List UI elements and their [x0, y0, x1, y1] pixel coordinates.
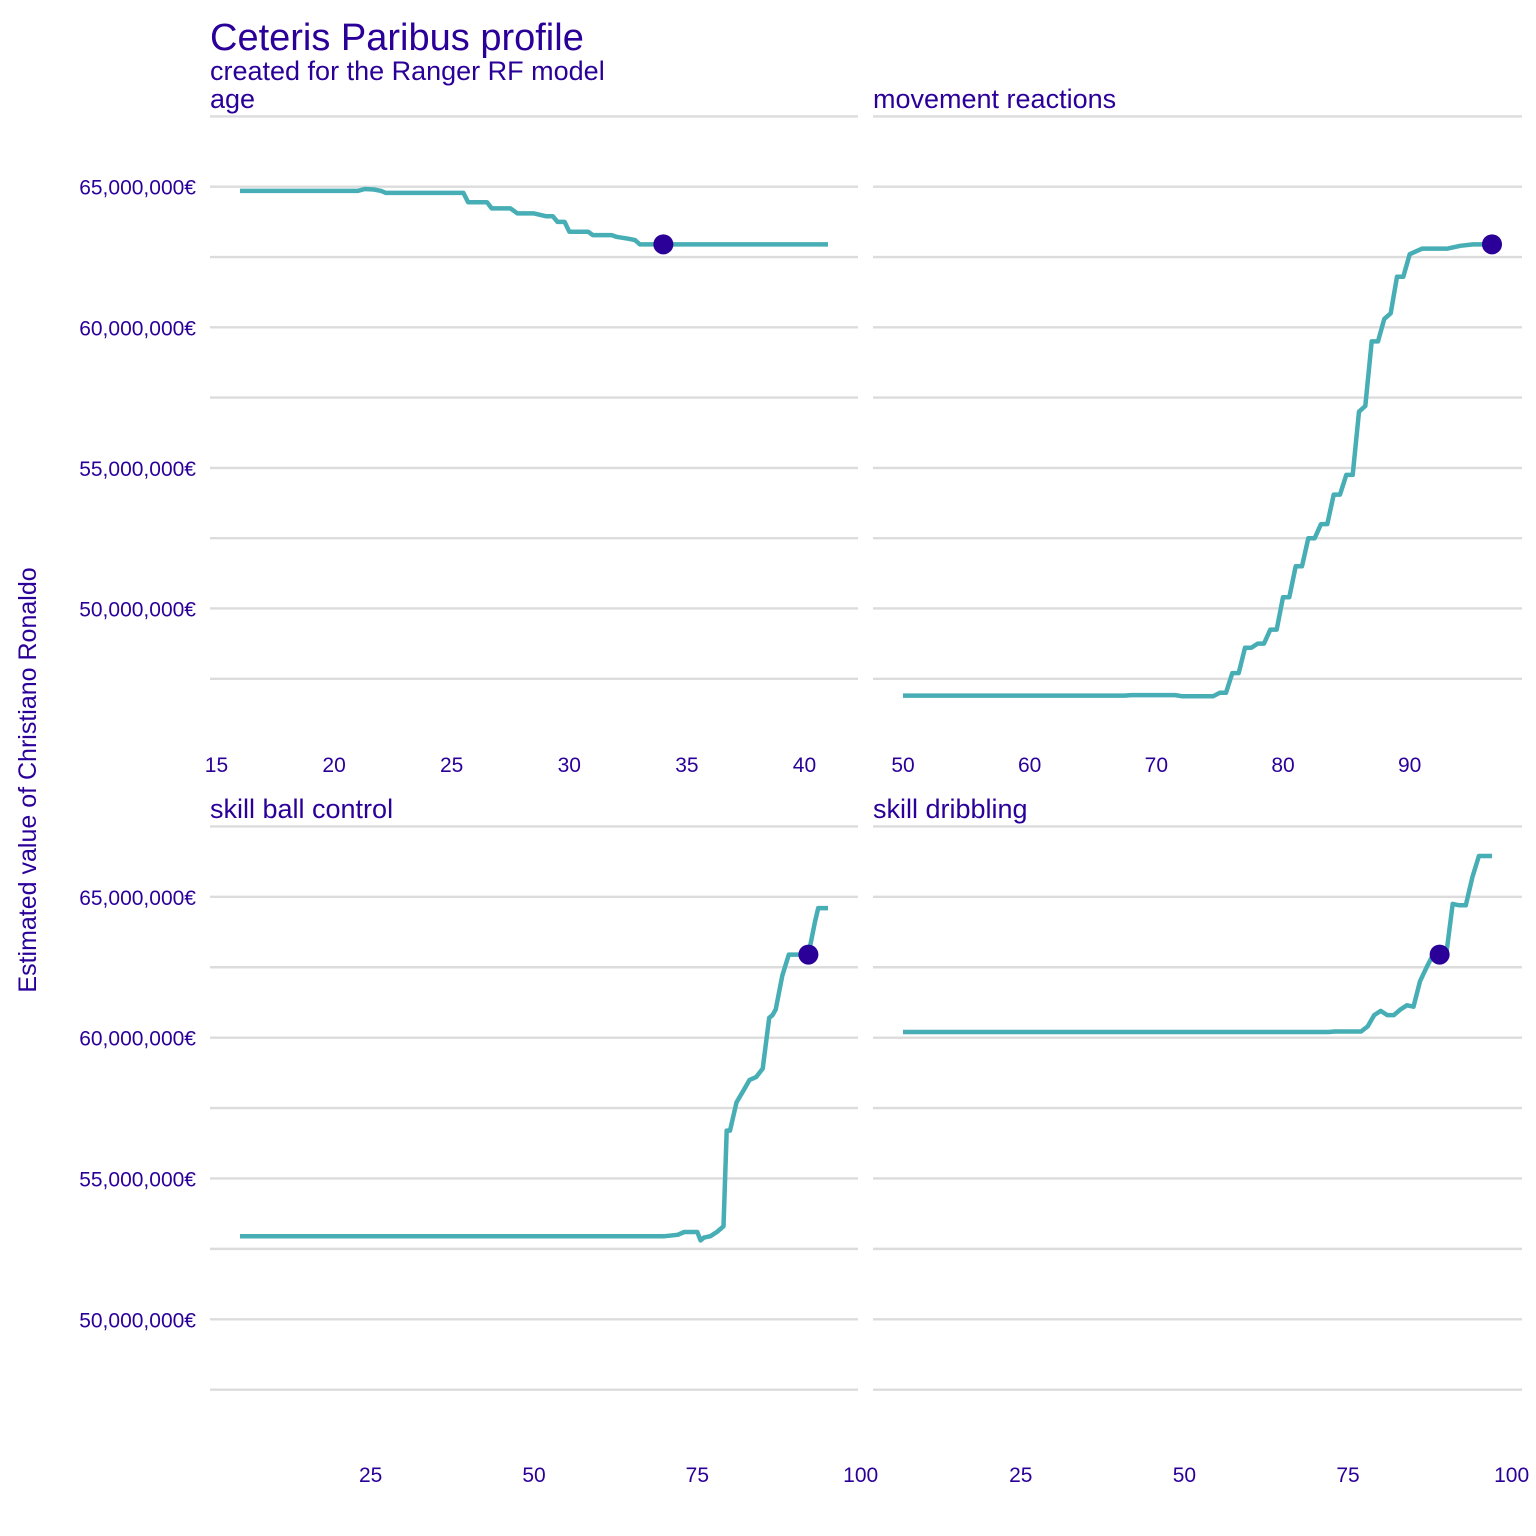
panel-title: movement reactions: [873, 84, 1116, 114]
x-tick-label: 40: [793, 754, 816, 777]
panel-2: 50 60 70 80 90 movement reactions: [873, 84, 1522, 777]
observation-point: [1482, 234, 1502, 255]
observation-point: [798, 944, 819, 965]
panel-grid: 50,000,000€ 55,000,000€ 60,000,000€ 65,000,…: [79, 84, 1529, 1487]
x-tick-label: 75: [1336, 1464, 1359, 1487]
chart-subtitle: created for the Ranger RF model: [210, 56, 605, 86]
panel-title: age: [210, 84, 255, 114]
y-tick-label: 55,000,000€: [79, 1168, 196, 1191]
x-tick-label: 75: [686, 1464, 709, 1487]
profile-line: [903, 853, 1492, 1035]
x-tick-label: 25: [359, 1464, 382, 1487]
observation-point: [653, 234, 674, 255]
profile-line: [903, 242, 1492, 699]
x-tick-label: 100: [1494, 1464, 1529, 1487]
x-tick-label: 15: [205, 754, 228, 777]
y-tick-label: 50,000,000€: [79, 1309, 196, 1332]
panel-1: 50,000,000€ 55,000,000€ 60,000,000€ 65,000,…: [79, 84, 858, 777]
x-tick-label: 25: [440, 754, 463, 777]
panel-4: 25 50 75 100 skill dribbling: [873, 794, 1529, 1487]
profile-line: [240, 186, 828, 247]
x-tick-label: 80: [1271, 754, 1294, 777]
x-tick-label: 50: [891, 754, 914, 777]
y-tick-label: 60,000,000€: [79, 1028, 196, 1051]
x-tick-label: 20: [322, 754, 345, 777]
panel-title: skill dribbling: [873, 794, 1028, 824]
x-tick-label: 70: [1145, 754, 1168, 777]
x-tick-label: 30: [558, 754, 581, 777]
y-tick-label: 55,000,000€: [79, 458, 196, 481]
panel-title: skill ball control: [210, 794, 393, 824]
profile-line: [240, 905, 828, 1243]
y-tick-label: 60,000,000€: [79, 317, 196, 340]
x-tick-label: 50: [522, 1464, 545, 1487]
panel-3: 50,000,000€ 55,000,000€ 60,000,000€ 65,000,…: [79, 794, 878, 1487]
x-tick-label: 25: [1009, 1464, 1032, 1487]
y-tick-label: 65,000,000€: [79, 887, 196, 910]
x-tick-label: 90: [1398, 754, 1421, 777]
y-tick-label: 50,000,000€: [79, 598, 196, 621]
y-tick-label: 65,000,000€: [79, 177, 196, 200]
chart-title: Ceteris Paribus profile: [210, 17, 584, 59]
y-axis-label: Estimated value of Christiano Ronaldo: [14, 567, 42, 992]
x-tick-label: 50: [1173, 1464, 1196, 1487]
x-tick-label: 35: [675, 754, 698, 777]
x-tick-label: 100: [843, 1464, 878, 1487]
observation-point: [1429, 944, 1450, 965]
x-tick-label: 60: [1018, 754, 1041, 777]
